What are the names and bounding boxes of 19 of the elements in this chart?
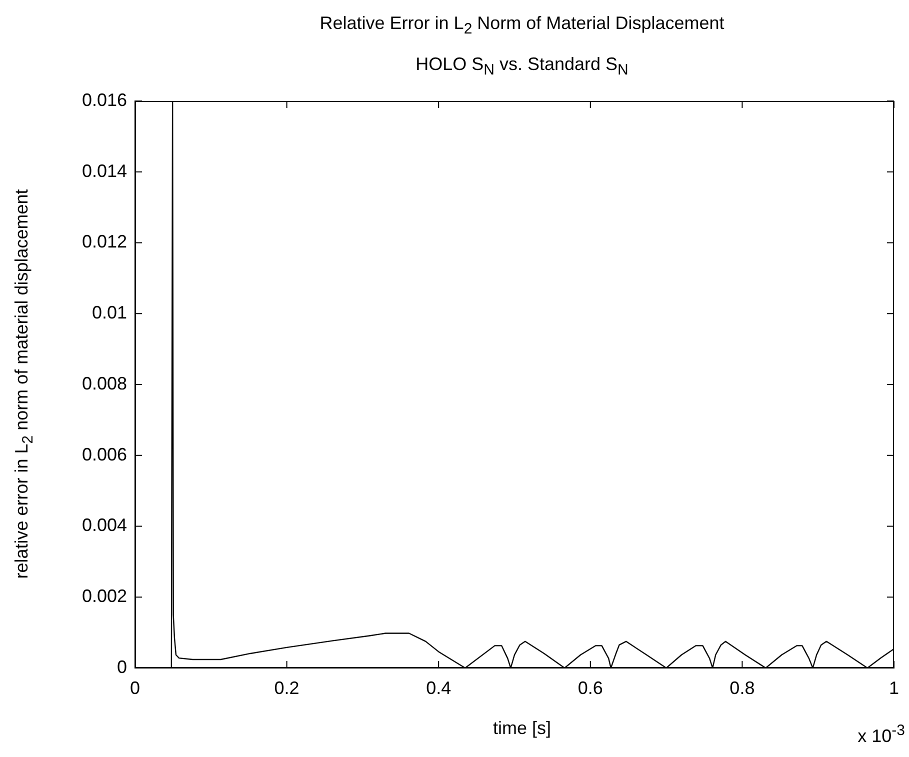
y-tick-label: 0.008: [82, 373, 127, 394]
y-tick-label: 0.012: [82, 232, 127, 252]
x-tick-label: 0.2: [274, 678, 300, 698]
x-tick-label: 0.4: [426, 678, 452, 698]
x-tick-label: 0: [130, 678, 140, 698]
y-tick-label: 0.016: [82, 90, 127, 110]
y-tick-label: 0.014: [82, 160, 127, 181]
y-tick-label: 0.002: [82, 586, 127, 606]
x-tick-label: 0.8: [730, 678, 755, 698]
x-tick-label: 0.6: [578, 678, 603, 698]
y-tick-label: 0.01: [92, 302, 127, 323]
x-tick-label: 1: [888, 678, 899, 698]
chart-title: Relative Error in L$_{2}$ Norm of Material Displacement: [320, 13, 724, 38]
y-tick-label: 0.006: [82, 444, 127, 464]
y-tick-label: 0.004: [82, 515, 127, 536]
text: x 10$^{-3}$: [858, 722, 905, 747]
chart-subtitle: HOLO S$_{N}$ vs. Standard S$_{N}$: [416, 54, 628, 78]
x-axis-title: time [s]: [492, 718, 551, 738]
y-tick-label: 0: [116, 656, 127, 677]
